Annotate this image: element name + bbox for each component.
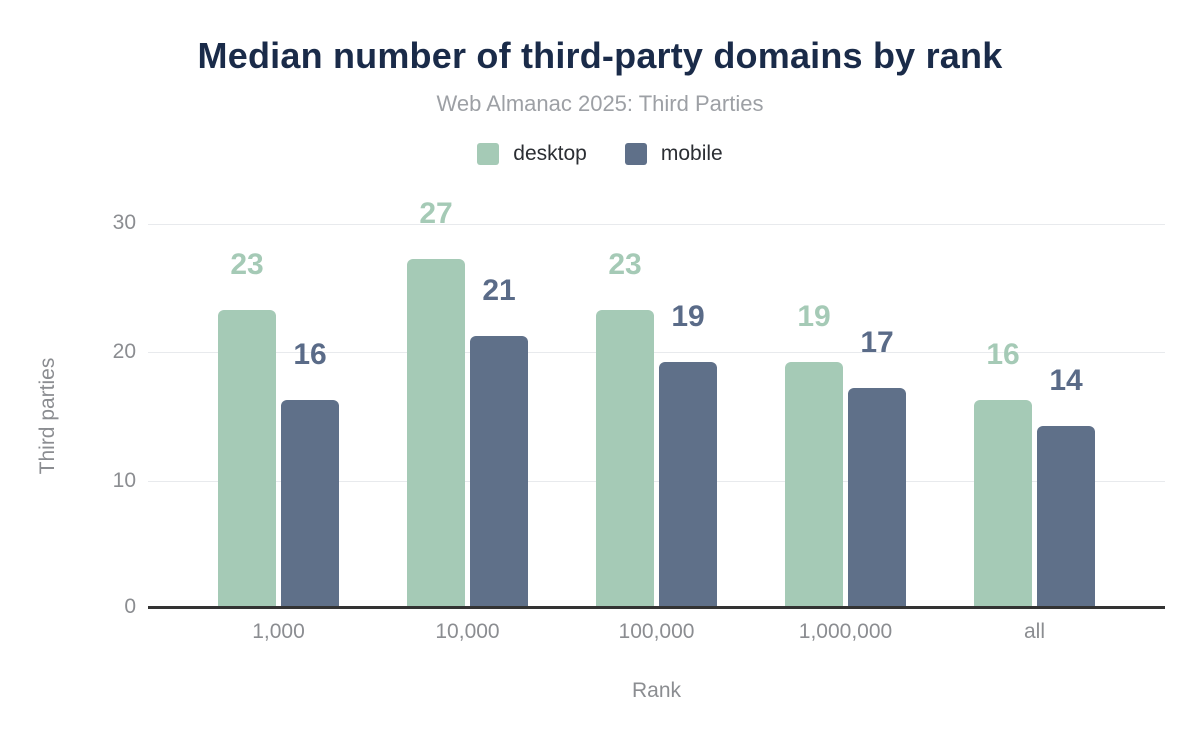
x-tick-10000: 10,000 bbox=[435, 620, 500, 643]
legend-item-mobile: mobile bbox=[624, 142, 723, 166]
y-tick-30: 30 bbox=[112, 211, 136, 234]
x-tick-1000: 1,000 bbox=[252, 620, 305, 643]
plot-area: 23 16 27 21 23 bbox=[148, 185, 1165, 609]
mobile-bar bbox=[659, 362, 717, 606]
desktop-bar bbox=[785, 362, 843, 606]
chart-subtitle: Web Almanac 2025: Third Parties bbox=[436, 91, 764, 116]
bar-group-all: 16 14 bbox=[940, 185, 1129, 606]
bar-group-10000: 27 21 bbox=[373, 185, 562, 606]
bar-col: 23 bbox=[218, 250, 276, 606]
mobile-bar bbox=[1037, 426, 1095, 606]
desktop-bar bbox=[407, 259, 465, 606]
legend: desktop mobile bbox=[0, 142, 1200, 166]
bar-group-1000000: 19 17 bbox=[751, 185, 940, 606]
desktop-bar bbox=[974, 400, 1032, 606]
desktop-bar bbox=[596, 310, 654, 606]
x-tick-100000: 100,000 bbox=[618, 620, 695, 643]
data-label-mobile: 17 bbox=[860, 326, 894, 359]
x-tick-all: all bbox=[1023, 620, 1045, 643]
gridline-10 bbox=[148, 480, 1165, 482]
bar-col: 21 bbox=[470, 276, 528, 606]
y-tick-0: 0 bbox=[124, 595, 136, 618]
gridline-20 bbox=[148, 352, 1165, 353]
y-tick-20: 20 bbox=[112, 340, 136, 363]
data-label-desktop: 23 bbox=[608, 248, 642, 281]
x-tick-1000000: 1,000,000 bbox=[798, 620, 893, 643]
mobile-bar bbox=[848, 388, 906, 606]
mobile-bar bbox=[281, 400, 339, 606]
mobile-swatch-icon bbox=[624, 143, 647, 165]
bar-col: 23 bbox=[596, 250, 654, 606]
mobile-bar bbox=[470, 336, 528, 606]
bar-group-1000: 23 16 bbox=[184, 185, 373, 606]
bar-col: 19 bbox=[785, 302, 843, 606]
data-label-mobile: 16 bbox=[293, 338, 327, 371]
gridline-30 bbox=[148, 223, 1165, 225]
legend-label-mobile: mobile bbox=[660, 142, 723, 165]
data-label-desktop: 23 bbox=[230, 248, 264, 281]
data-label-desktop: 27 bbox=[419, 197, 453, 230]
x-axis-labels: 1,000 10,000 100,000 1,000,000 all bbox=[148, 618, 1165, 646]
bar-col: 16 bbox=[281, 340, 339, 606]
bar-col: 16 bbox=[974, 340, 1032, 606]
bar-col: 14 bbox=[1037, 366, 1095, 606]
bar-group-100000: 23 19 bbox=[562, 185, 751, 606]
data-label-mobile: 14 bbox=[1049, 364, 1083, 397]
y-axis-title: Third parties bbox=[36, 357, 59, 475]
data-label-mobile: 19 bbox=[671, 300, 705, 333]
desktop-swatch-icon bbox=[477, 143, 500, 165]
y-tick-10: 10 bbox=[112, 469, 136, 492]
bar-col: 17 bbox=[848, 328, 906, 606]
desktop-bar bbox=[218, 310, 276, 606]
bar-col: 27 bbox=[407, 199, 465, 606]
legend-label-desktop: desktop bbox=[513, 142, 587, 165]
x-axis-title: Rank bbox=[631, 679, 682, 702]
bar-groups: 23 16 27 21 23 bbox=[148, 185, 1165, 606]
bar-col: 19 bbox=[659, 302, 717, 606]
data-label-desktop: 16 bbox=[986, 338, 1020, 371]
chart-title: Median number of third-party domains by … bbox=[197, 35, 1003, 76]
data-label-desktop: 19 bbox=[797, 300, 831, 333]
legend-item-desktop: desktop bbox=[477, 142, 587, 166]
data-label-mobile: 21 bbox=[482, 274, 516, 307]
